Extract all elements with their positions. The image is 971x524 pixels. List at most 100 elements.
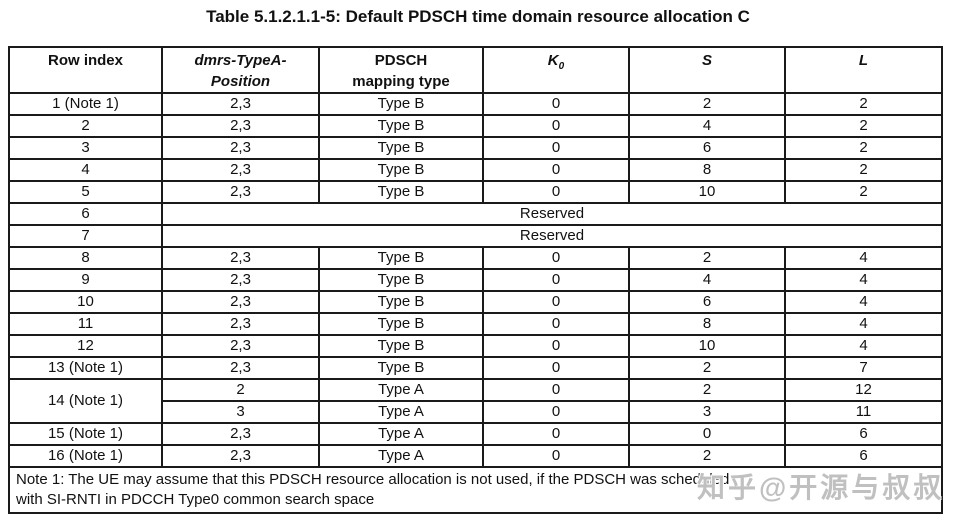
table-cell: Type B — [318, 268, 484, 292]
table-cell: 2,3 — [161, 136, 320, 160]
col-header-l-label: L — [858, 52, 869, 69]
table-cell: Type B — [318, 92, 484, 116]
table-cell: 8 — [8, 246, 163, 270]
table-cell: 0 — [482, 180, 630, 204]
table-cell: 2,3 — [161, 312, 320, 336]
table-cell: Type B — [318, 356, 484, 380]
note-cell: Note 1: The UE may assume that this PDSC… — [8, 466, 943, 514]
table-cell: Type B — [318, 290, 484, 314]
table-cell: 2 — [784, 92, 943, 116]
table-cell: 10 — [628, 334, 786, 358]
table-cell: 2 — [628, 378, 786, 402]
table-cell: 0 — [482, 290, 630, 314]
table-cell: 1 (Note 1) — [8, 92, 163, 116]
table-cell: 2 — [628, 92, 786, 116]
col-header-l: L — [784, 46, 943, 94]
table-row: 12 2,3 Type B 0 10 4 — [8, 334, 943, 358]
table-cell: 6 — [8, 202, 163, 226]
table-cell: 0 — [482, 136, 630, 160]
pdsch-time-domain-allocation-table: Row index dmrs-TypeA- Position PDSCH map… — [8, 46, 943, 514]
table-cell: 3 — [628, 400, 786, 424]
col-header-k0-base: K — [547, 52, 559, 69]
reserved-cell: Reserved — [161, 224, 943, 248]
table-cell: 4 — [784, 290, 943, 314]
table-cell: 8 — [628, 158, 786, 182]
table-cell: 2,3 — [161, 114, 320, 138]
table-cell: 0 — [482, 246, 630, 270]
table-cell: 4 — [628, 114, 786, 138]
table-cell: Type B — [318, 180, 484, 204]
table-cell: 0 — [482, 268, 630, 292]
table-cell: 14 (Note 1) — [8, 378, 163, 424]
header-row: Row index dmrs-TypeA- Position PDSCH map… — [8, 46, 943, 94]
table-cell: 0 — [482, 334, 630, 358]
table-cell: 13 (Note 1) — [8, 356, 163, 380]
table-cell: 0 — [482, 312, 630, 336]
col-header-k0: K0 — [482, 46, 630, 94]
reserved-cell: Reserved — [161, 202, 943, 226]
table-cell: 9 — [8, 268, 163, 292]
note-line-2: with SI-RNTI in PDCCH Type0 common searc… — [16, 491, 375, 508]
table-cell: Type B — [318, 136, 484, 160]
table-cell: 2 — [628, 356, 786, 380]
table-cell: 2,3 — [161, 246, 320, 270]
table-cell: 2 — [784, 158, 943, 182]
table-cell: 7 — [8, 224, 163, 248]
note-row: Note 1: The UE may assume that this PDSC… — [8, 466, 943, 514]
table-cell: 4 — [628, 268, 786, 292]
table-cell: 2,3 — [161, 334, 320, 358]
table-cell: 4 — [784, 334, 943, 358]
table-cell: 0 — [628, 422, 786, 446]
table-cell: 0 — [482, 92, 630, 116]
table-cell: 2,3 — [161, 268, 320, 292]
table-cell: 0 — [482, 356, 630, 380]
col-header-dmrs-line1: dmrs-TypeA- — [194, 52, 287, 69]
col-header-pdsch-line1: PDSCH — [374, 52, 428, 69]
table-cell: 0 — [482, 158, 630, 182]
table-cell: Type B — [318, 312, 484, 336]
table-cell: 6 — [628, 290, 786, 314]
table-cell: 2 — [628, 246, 786, 270]
table-cell: 12 — [784, 378, 943, 402]
table-cell: 0 — [482, 114, 630, 138]
table-cell: 6 — [784, 422, 943, 446]
table-title: Table 5.1.2.1.1-5: Default PDSCH time do… — [206, 7, 750, 26]
table-cell: 7 — [784, 356, 943, 380]
table-cell: 16 (Note 1) — [8, 444, 163, 468]
table-cell: Type A — [318, 422, 484, 446]
table-cell: 2 — [161, 378, 320, 402]
table-row: 5 2,3 Type B 0 10 2 — [8, 180, 943, 204]
table-cell: 2,3 — [161, 180, 320, 204]
col-header-row-index: Row index — [8, 46, 163, 94]
note-line-1: Note 1: The UE may assume that this PDSC… — [16, 471, 730, 488]
table-cell: 2,3 — [161, 422, 320, 446]
table-cell: 2 — [784, 114, 943, 138]
table-cell: Type A — [318, 378, 484, 402]
table-cell: Type B — [318, 114, 484, 138]
table-cell: 2 — [784, 180, 943, 204]
table-cell: 2,3 — [161, 158, 320, 182]
table-cell: 6 — [784, 444, 943, 468]
table-cell: 2 — [628, 444, 786, 468]
table-cell: 6 — [628, 136, 786, 160]
table-cell: 0 — [482, 444, 630, 468]
table-cell: 12 — [8, 334, 163, 358]
table-row: 6 Reserved — [8, 202, 943, 226]
table-cell: 0 — [482, 378, 630, 402]
table-cell: 4 — [8, 158, 163, 182]
col-header-dmrs-typea-position: dmrs-TypeA- Position — [161, 46, 320, 94]
table-cell: 2,3 — [161, 444, 320, 468]
table-cell: 2,3 — [161, 290, 320, 314]
table-cell: 2,3 — [161, 356, 320, 380]
table-row: 7 Reserved — [8, 224, 943, 248]
table-cell: 4 — [784, 312, 943, 336]
